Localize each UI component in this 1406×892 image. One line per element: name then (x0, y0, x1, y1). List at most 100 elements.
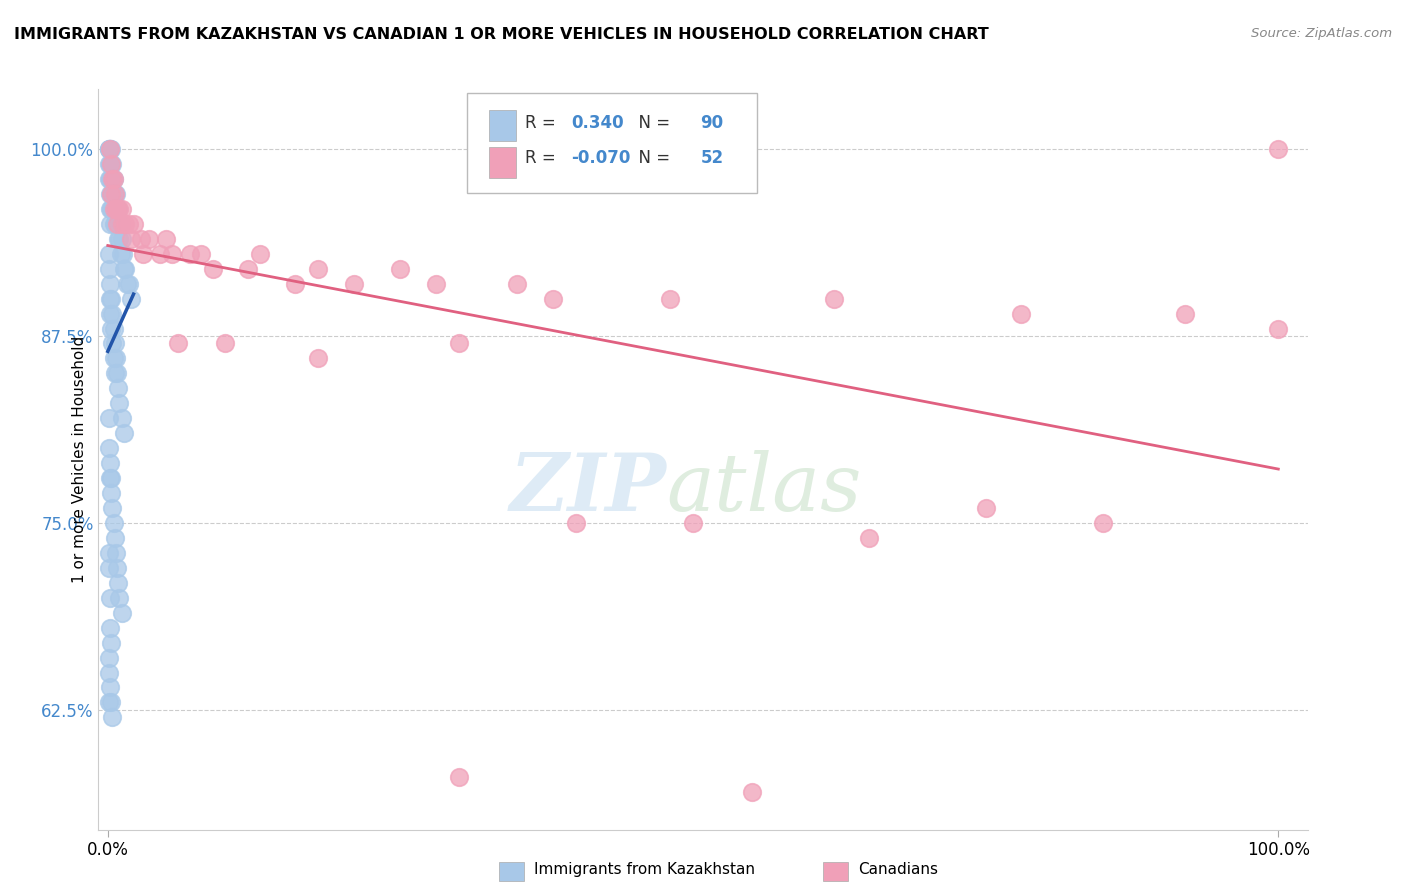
Point (104, 202, 127, 216)
Point (104, 351, 127, 366)
Point (104, 202, 127, 216)
Point (101, 172, 124, 186)
Point (105, 202, 128, 216)
Point (104, 336, 127, 351)
Point (107, 202, 129, 216)
Point (98, 142, 121, 156)
Point (112, 261, 135, 276)
Point (98, 307, 121, 321)
Point (114, 261, 136, 276)
Point (115, 277, 138, 291)
Point (202, 261, 225, 276)
Point (112, 426, 135, 441)
Text: atlas: atlas (666, 450, 862, 528)
Point (104, 367, 127, 381)
Point (105, 217, 128, 231)
Point (101, 500, 124, 515)
Point (108, 217, 131, 231)
Point (107, 232, 129, 246)
Point (1091, 516, 1114, 530)
Point (98, 142, 121, 156)
Point (110, 217, 132, 231)
Point (97, 142, 120, 156)
Point (100, 157, 122, 171)
Text: N =: N = (628, 149, 675, 167)
Point (103, 186, 125, 201)
Point (107, 575, 129, 590)
Point (1010, 307, 1032, 321)
Point (118, 277, 141, 291)
Point (308, 351, 330, 366)
Point (98, 142, 121, 156)
Point (104, 186, 127, 201)
Point (160, 246, 183, 260)
Point (98, 456, 121, 470)
Point (97, 411, 120, 425)
Text: R =: R = (526, 113, 561, 131)
Point (120, 232, 142, 246)
Point (111, 202, 134, 216)
Point (100, 202, 122, 216)
Point (97, 142, 120, 156)
Point (122, 217, 145, 231)
Text: N =: N = (628, 113, 675, 131)
Point (858, 531, 880, 545)
Point (111, 606, 134, 620)
Point (425, 277, 447, 291)
Point (104, 186, 127, 201)
Point (98, 172, 121, 186)
Point (98, 681, 121, 695)
Point (101, 336, 124, 351)
Point (104, 202, 127, 216)
Point (97, 172, 120, 186)
Point (103, 172, 125, 186)
Point (111, 411, 134, 425)
Point (342, 277, 364, 291)
Point (190, 246, 212, 260)
Point (98, 471, 121, 485)
Point (97, 561, 120, 575)
Point (101, 186, 124, 201)
Point (110, 246, 132, 260)
Point (98, 186, 121, 201)
Text: ZIP: ZIP (510, 450, 666, 528)
Point (238, 261, 260, 276)
Point (105, 217, 128, 231)
Text: R =: R = (526, 149, 561, 167)
Point (98, 157, 121, 171)
Text: 52: 52 (700, 149, 724, 167)
Point (103, 516, 125, 530)
Point (98, 217, 121, 231)
Text: 0.340: 0.340 (571, 113, 624, 131)
Point (114, 217, 136, 231)
Point (98, 277, 121, 291)
Point (111, 217, 134, 231)
Point (100, 635, 122, 649)
Point (111, 246, 134, 260)
Point (179, 246, 201, 260)
Point (97, 142, 120, 156)
Point (132, 246, 155, 260)
Text: Source: ZipAtlas.com: Source: ZipAtlas.com (1251, 27, 1392, 40)
Point (100, 695, 122, 709)
Point (120, 292, 142, 306)
Point (1267, 142, 1289, 156)
Point (100, 186, 122, 201)
FancyBboxPatch shape (467, 93, 758, 193)
Point (97, 261, 120, 276)
FancyBboxPatch shape (489, 147, 516, 178)
Point (100, 186, 122, 201)
Text: IMMIGRANTS FROM KAZAKHSTAN VS CANADIAN 1 OR MORE VEHICLES IN HOUSEHOLD CORRELATI: IMMIGRANTS FROM KAZAKHSTAN VS CANADIAN 1… (14, 27, 988, 42)
Point (103, 172, 125, 186)
Point (101, 307, 124, 321)
Point (138, 232, 160, 246)
Point (249, 246, 271, 260)
Point (103, 351, 125, 366)
Point (98, 292, 121, 306)
Point (98, 621, 121, 635)
Point (129, 232, 152, 246)
Point (97, 665, 120, 680)
Point (101, 157, 124, 171)
Point (104, 531, 127, 545)
Point (155, 232, 177, 246)
